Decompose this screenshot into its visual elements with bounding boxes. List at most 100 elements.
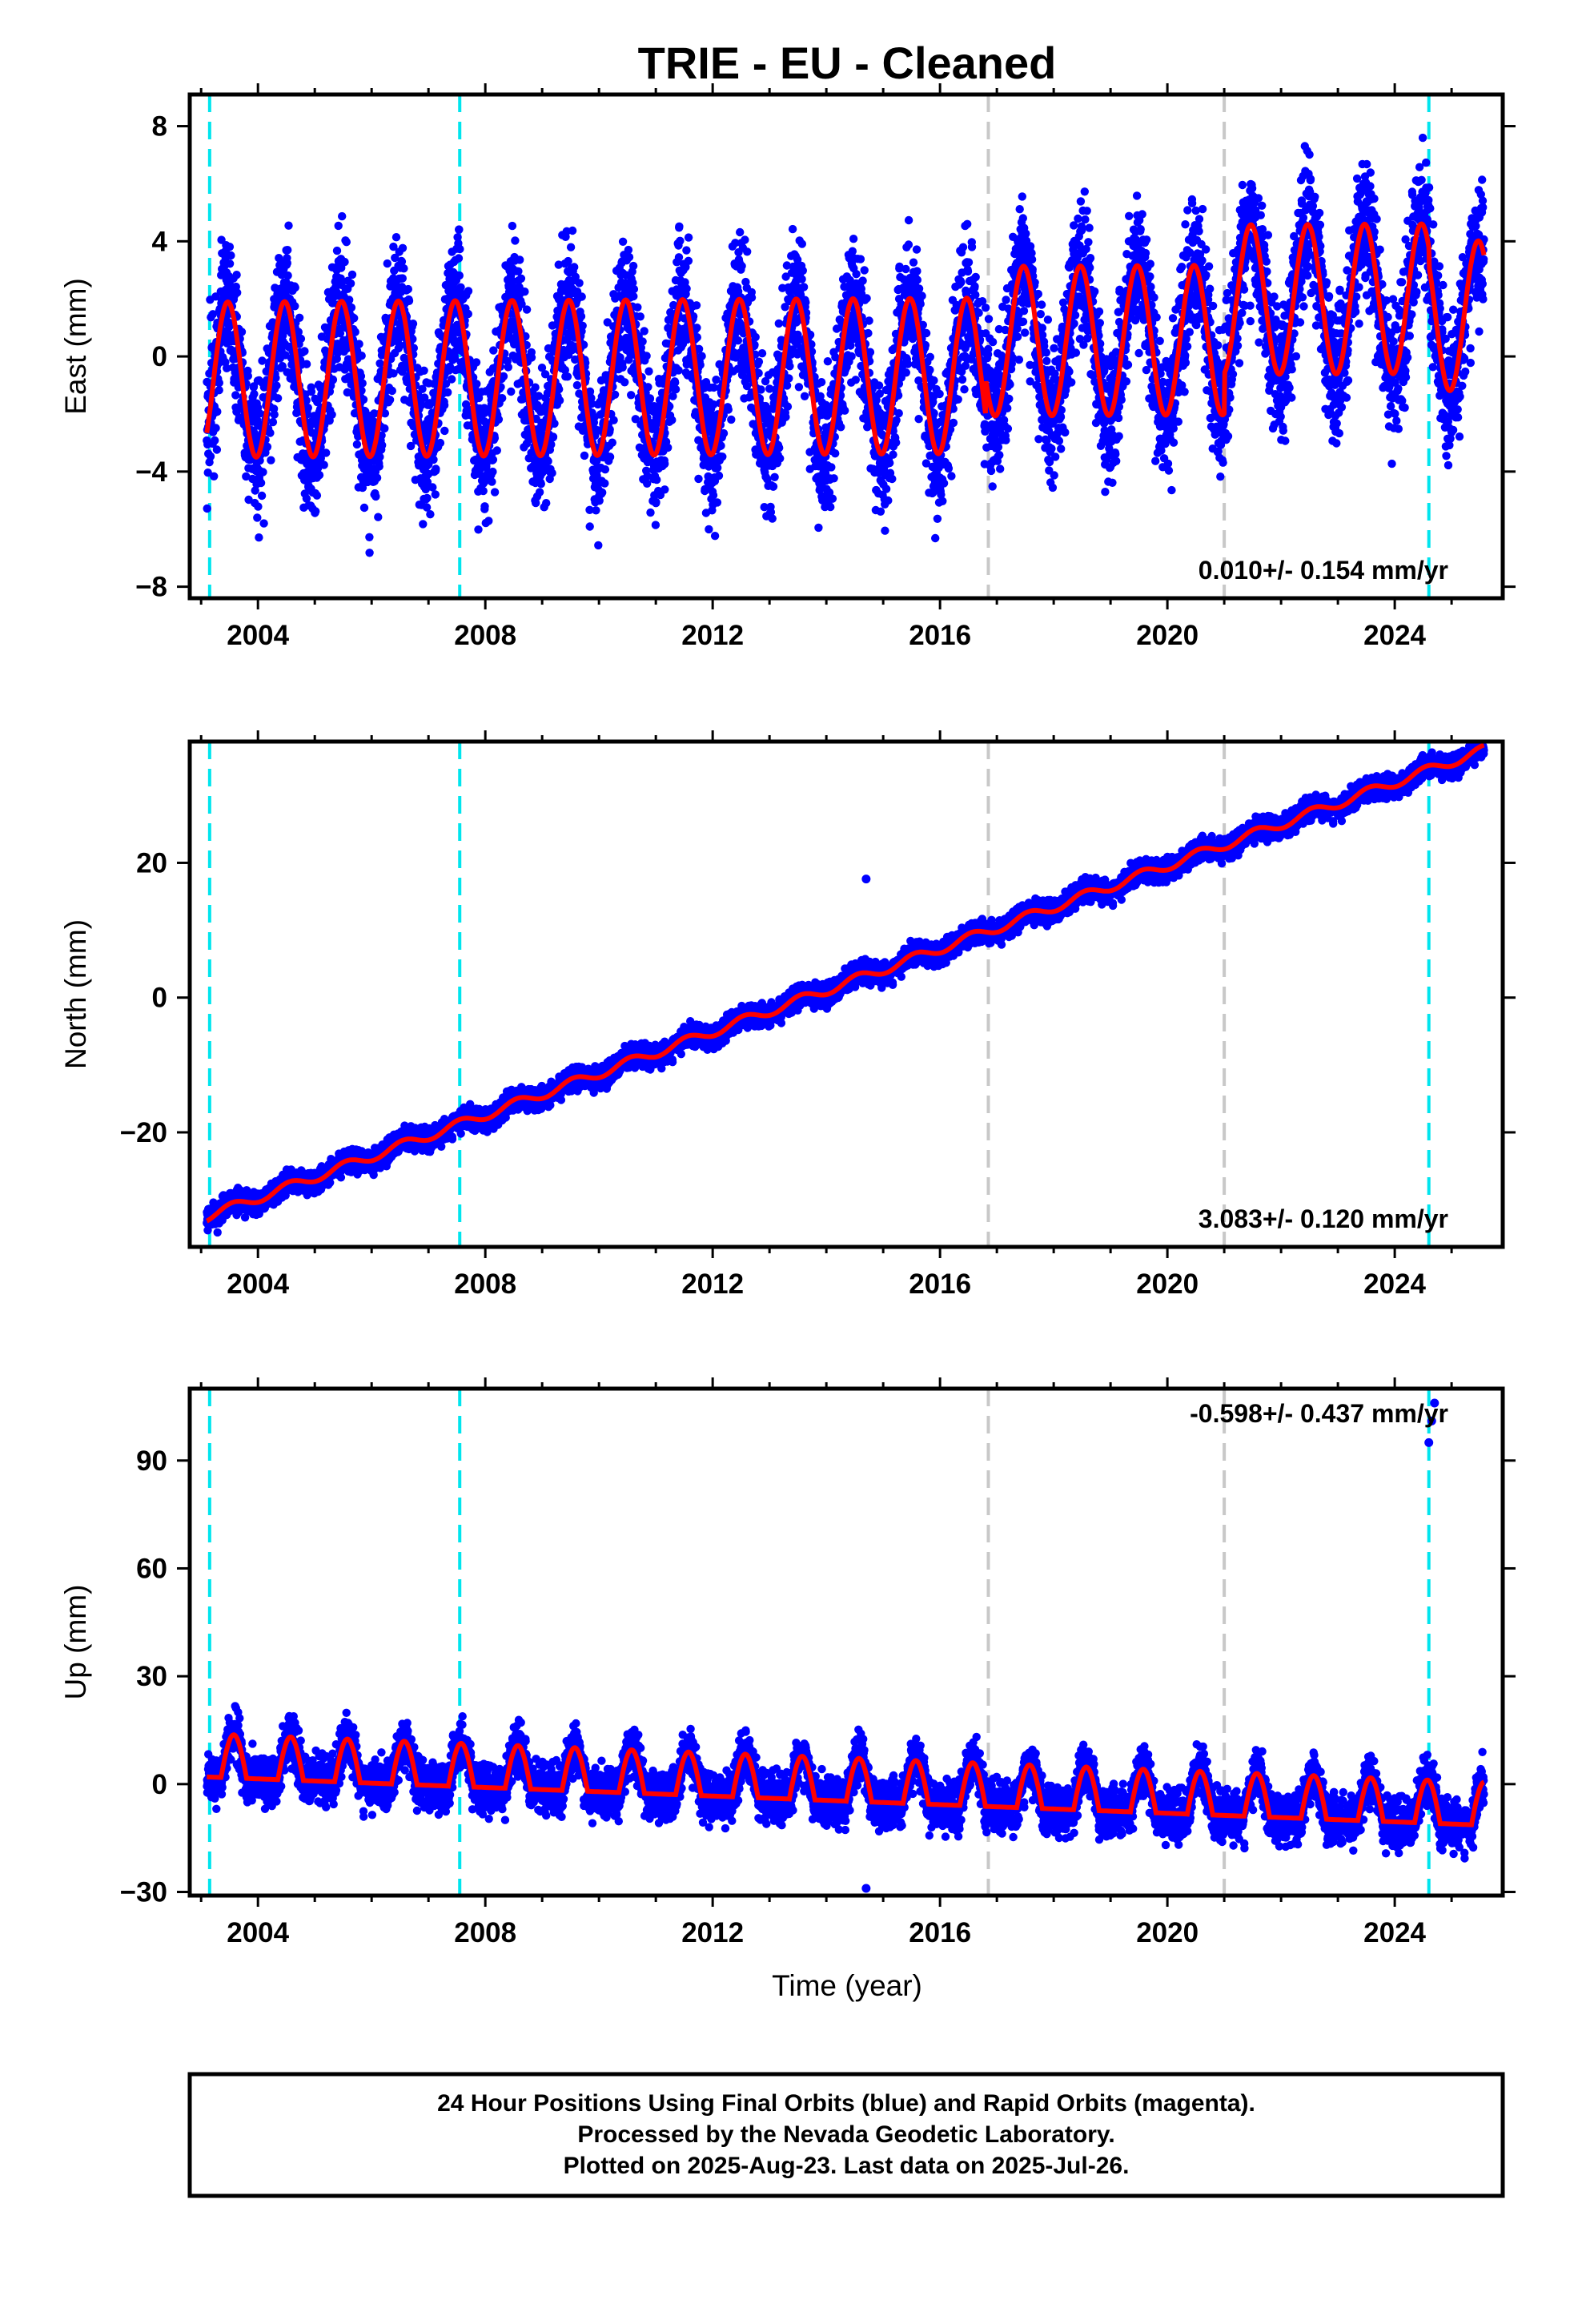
data-point <box>448 375 456 384</box>
data-point <box>266 428 275 437</box>
data-point <box>461 400 471 409</box>
data-point <box>674 253 684 262</box>
data-point <box>1018 214 1028 223</box>
data-point <box>775 444 784 452</box>
data-point <box>1005 394 1014 404</box>
data-point <box>682 284 691 293</box>
data-point <box>926 352 935 361</box>
data-point <box>375 452 384 461</box>
data-point <box>391 233 401 242</box>
data-point <box>511 236 520 245</box>
data-point <box>253 513 262 522</box>
data-point <box>1014 356 1024 364</box>
data-point <box>944 464 954 473</box>
data-point <box>302 360 311 368</box>
data-point <box>295 313 304 322</box>
data-point <box>251 486 259 495</box>
data-point <box>213 407 222 416</box>
data-point <box>794 383 804 392</box>
data-point <box>926 365 934 375</box>
data-point <box>273 394 283 403</box>
data-point <box>718 452 727 461</box>
data-point <box>490 488 500 497</box>
data-point <box>858 276 867 285</box>
data-point <box>302 494 311 503</box>
data-point <box>436 438 445 448</box>
data-point <box>548 432 558 441</box>
data-point <box>227 251 235 260</box>
data-point <box>627 391 636 400</box>
data-point <box>1013 332 1022 341</box>
data-point <box>713 498 722 507</box>
data-point <box>757 385 765 394</box>
data-point <box>450 354 460 363</box>
data-point <box>769 482 778 491</box>
data-point <box>406 441 416 451</box>
data-point <box>1015 205 1024 214</box>
data-point <box>420 393 429 402</box>
data-point <box>645 394 655 403</box>
data-point <box>464 287 473 296</box>
data-point <box>964 258 974 267</box>
data-point <box>429 455 438 464</box>
data-point <box>823 357 833 366</box>
data-point <box>661 485 669 494</box>
data-point <box>378 440 387 450</box>
data-point <box>576 312 586 321</box>
data-point <box>255 533 263 542</box>
data-point <box>624 252 634 262</box>
data-point <box>233 288 242 297</box>
data-point <box>352 440 362 449</box>
data-point <box>640 327 648 336</box>
data-point <box>347 270 357 279</box>
data-point <box>332 246 342 255</box>
data-point <box>516 274 526 283</box>
data-point <box>374 513 383 521</box>
data-point <box>851 376 861 384</box>
data-point <box>967 243 977 251</box>
data-point <box>817 378 826 387</box>
data-point <box>864 328 873 338</box>
data-point <box>350 314 359 323</box>
data-point <box>375 359 384 368</box>
data-point <box>419 520 428 529</box>
data-point <box>527 353 536 362</box>
data-point <box>303 404 312 412</box>
data-point <box>754 357 764 366</box>
data-point <box>307 387 316 396</box>
data-point <box>440 400 449 410</box>
data-point <box>577 292 586 301</box>
data-point <box>283 271 292 280</box>
data-point <box>676 236 685 245</box>
data-point <box>346 279 355 288</box>
data-point <box>456 283 465 292</box>
data-point <box>684 256 693 265</box>
data-point <box>531 383 540 392</box>
data-point <box>246 399 255 408</box>
data-point <box>585 522 594 531</box>
data-point <box>814 523 823 533</box>
data-point <box>480 502 489 511</box>
data-point <box>408 335 417 344</box>
data-point <box>380 409 390 418</box>
data-point <box>958 375 967 384</box>
data-point <box>474 525 483 534</box>
data-point <box>345 296 354 304</box>
data-point <box>300 347 309 356</box>
data-point <box>633 303 642 312</box>
data-point <box>594 541 603 550</box>
data-point <box>416 400 426 410</box>
chart-title: TRIE - EU - Cleaned <box>638 38 1057 88</box>
data-point <box>931 533 940 543</box>
data-point <box>636 312 644 321</box>
data-point <box>578 321 587 330</box>
data-point <box>644 367 653 376</box>
data-point <box>499 372 508 381</box>
data-point <box>889 450 897 459</box>
data-point <box>888 474 897 484</box>
data-point <box>516 255 524 264</box>
data-point <box>600 465 610 474</box>
data-point <box>996 464 1005 473</box>
